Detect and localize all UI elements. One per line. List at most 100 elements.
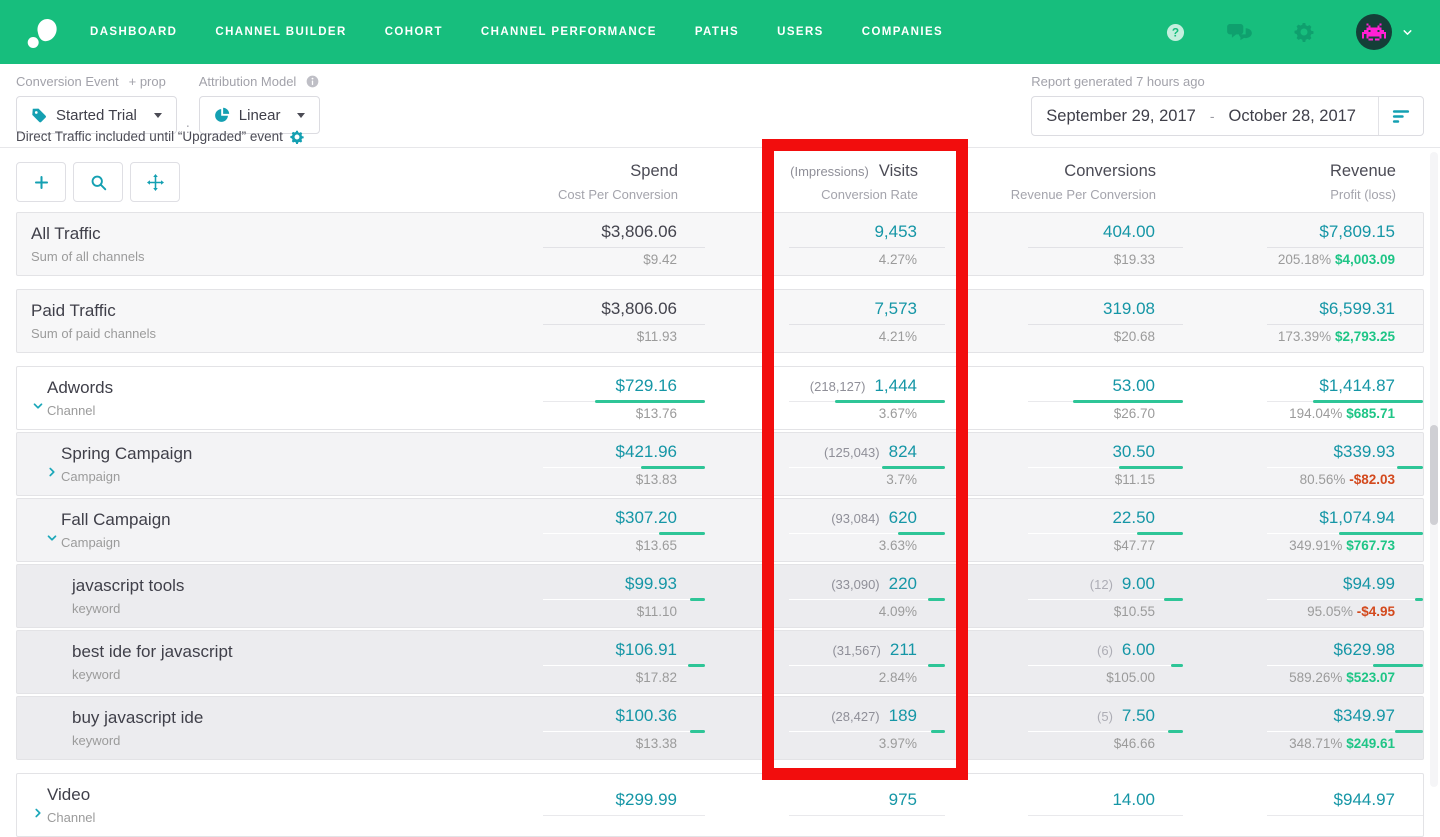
visits-cell: 9,453 4.27% xyxy=(705,213,945,275)
conversion-event-value: Started Trial xyxy=(56,106,137,124)
nav-item-companies[interactable]: COMPANIES xyxy=(861,26,944,38)
conversion-rate-header: Conversion Rate xyxy=(821,187,918,202)
nav-item-channel-builder[interactable]: CHANNEL BUILDER xyxy=(215,26,347,38)
row-name-cell: Paid Traffic Sum of paid channels xyxy=(17,290,455,352)
visits-cell: (218,127) 1,444 3.67% xyxy=(705,367,945,429)
table-row[interactable]: buy javascript ide keyword $100.36 $13.3… xyxy=(16,696,1424,760)
pie-chart-icon xyxy=(214,107,230,123)
row-type-label: Campaign xyxy=(61,535,121,550)
conversions-value: 9.00 xyxy=(1121,573,1155,593)
spend-value: $3,806.06 xyxy=(601,221,677,241)
info-icon[interactable] xyxy=(306,75,319,88)
table-row[interactable]: All Traffic Sum of all channels $3,806.0… xyxy=(16,212,1424,276)
help-icon[interactable] xyxy=(1166,23,1185,42)
conversions-cell: (6) 6.00 $105.00 xyxy=(945,631,1183,693)
visits-column-header[interactable]: Visits xyxy=(878,162,918,180)
table-row[interactable]: Paid Traffic Sum of paid channels $3,806… xyxy=(16,289,1424,353)
date-filter-icon[interactable] xyxy=(1379,109,1423,124)
conversion-rate-value: 3.63% xyxy=(878,537,917,553)
profit-value: $2,793.25 xyxy=(1334,328,1395,344)
conversions-bar xyxy=(1073,399,1183,403)
table-row[interactable]: Spring Campaign Campaign $421.96 $13.83 … xyxy=(16,432,1424,496)
cost-per-conversion-value: $11.93 xyxy=(636,328,677,344)
divider xyxy=(1378,97,1379,135)
table-row[interactable]: Fall Campaign Campaign $307.20 $13.65 (9… xyxy=(16,498,1424,562)
spend-column-header[interactable]: Spend xyxy=(630,162,678,180)
impressions-header: (Impressions) xyxy=(790,164,869,179)
revenue-per-conversion-value: $10.55 xyxy=(1113,603,1155,619)
attribution-model-dropdown[interactable]: Linear xyxy=(198,96,321,134)
conversions-cell: 404.00 $19.33 xyxy=(945,213,1183,275)
date-start[interactable]: September 29, 2017 xyxy=(1046,106,1196,125)
expand-chevron-icon[interactable] xyxy=(45,465,61,481)
cost-per-conversion-value: $9.42 xyxy=(643,251,677,267)
table-row[interactable]: best ide for javascript keyword $106.91 … xyxy=(16,630,1424,694)
date-end[interactable]: October 28, 2017 xyxy=(1228,106,1356,125)
spend-bar xyxy=(690,597,705,601)
revenue-per-conversion-value: $11.15 xyxy=(1114,471,1155,487)
expand-chevron-icon[interactable] xyxy=(31,399,47,415)
conversions-cell: 14.00 xyxy=(945,774,1183,836)
row-name-cell: buy javascript ide keyword xyxy=(17,697,455,759)
row-title: best ide for javascript xyxy=(72,642,233,661)
revenue-cell: $1,074.94 349.91% $767.73 xyxy=(1183,499,1423,561)
conversions-column-header[interactable]: Conversions xyxy=(1064,162,1156,180)
impressions-value: (93,084) xyxy=(831,510,880,526)
nav-item-paths[interactable]: PATHS xyxy=(694,26,740,38)
nav-item-users[interactable]: USERS xyxy=(777,26,824,38)
revenue-bar-track xyxy=(1267,729,1423,733)
conversion-event-dropdown[interactable]: Started Trial xyxy=(16,96,177,134)
add-channel-button[interactable] xyxy=(16,162,66,202)
row-name-cell: Fall Campaign Campaign xyxy=(17,499,455,561)
revenue-column-header[interactable]: Revenue xyxy=(1329,162,1396,180)
nav-item-dashboard[interactable]: DASHBOARD xyxy=(90,26,178,38)
profit-value: $685.71 xyxy=(1346,405,1395,421)
impressions-value: (125,043) xyxy=(823,444,880,460)
row-type-label: keyword xyxy=(72,601,121,616)
table-row[interactable]: javascript tools keyword $99.93 $11.10 (… xyxy=(16,564,1424,628)
revenue-cell: $94.99 95.05% -$4.95 xyxy=(1183,565,1423,627)
row-title: Fall Campaign xyxy=(61,510,171,529)
search-button[interactable] xyxy=(73,162,123,202)
row-name-cell: Adwords Channel xyxy=(17,367,455,429)
nav-items: DASHBOARD CHANNEL BUILDER COHORT CHANNEL PE… xyxy=(90,26,943,38)
row-name-cell: All Traffic Sum of all channels xyxy=(17,213,455,275)
report-generated-label: Report generated 7 hours ago xyxy=(1031,74,1205,89)
impressions-value: (218,127) xyxy=(809,378,866,394)
expand-chevron-icon[interactable] xyxy=(31,806,47,822)
add-prop-link[interactable]: + prop xyxy=(128,74,166,89)
move-reorder-button[interactable] xyxy=(130,162,180,202)
conversions-cell: 30.50 $11.15 xyxy=(945,433,1183,495)
spend-cell: $307.20 $13.65 xyxy=(455,499,705,561)
attribution-logo[interactable] xyxy=(26,15,60,49)
gear-icon[interactable] xyxy=(1294,22,1314,42)
visits-cell: (125,043) 824 3.7% xyxy=(705,433,945,495)
revenue-value: $7,809.15 xyxy=(1319,221,1395,241)
chat-icon[interactable] xyxy=(1227,23,1252,42)
row-type-label: Channel xyxy=(47,403,96,418)
nav-item-cohort[interactable]: COHORT xyxy=(384,26,443,38)
conversion-rate-value: 2.84% xyxy=(878,669,917,685)
visits-bar xyxy=(835,399,945,403)
cost-per-conversion-value: $13.76 xyxy=(635,405,677,421)
conversions-bar-track xyxy=(1028,597,1183,601)
profit-loss-header: Profit (loss) xyxy=(1330,187,1396,202)
note-gear-icon[interactable] xyxy=(290,130,304,144)
revenue-bar-track xyxy=(1267,814,1423,817)
revenue-bar-track xyxy=(1267,663,1423,667)
scrollbar-thumb[interactable] xyxy=(1430,425,1438,525)
row-type-label: Sum of all channels xyxy=(31,249,145,264)
revenue-per-conversion-value: $19.33 xyxy=(1113,251,1155,267)
visits-bar-track xyxy=(789,465,945,469)
avatar[interactable] xyxy=(1356,14,1392,50)
visits-value: 189 xyxy=(888,705,917,725)
expand-chevron-icon[interactable] xyxy=(45,531,61,547)
conversion-rate-value: 4.21% xyxy=(878,328,917,344)
user-menu[interactable] xyxy=(1356,14,1414,50)
nav-item-channel-performance[interactable]: CHANNEL PERFORMANCE xyxy=(480,26,657,38)
table-row[interactable]: Adwords Channel $729.16 $13.76 (218,127)… xyxy=(16,366,1424,430)
table-row[interactable]: Video Channel $299.99 975 14.00 xyxy=(16,773,1424,837)
profit-percent: 95.05% xyxy=(1307,603,1353,619)
table-header: Spend Cost Per Conversion (Impressions) … xyxy=(16,162,1424,202)
conversions-bar-track xyxy=(1028,814,1183,817)
